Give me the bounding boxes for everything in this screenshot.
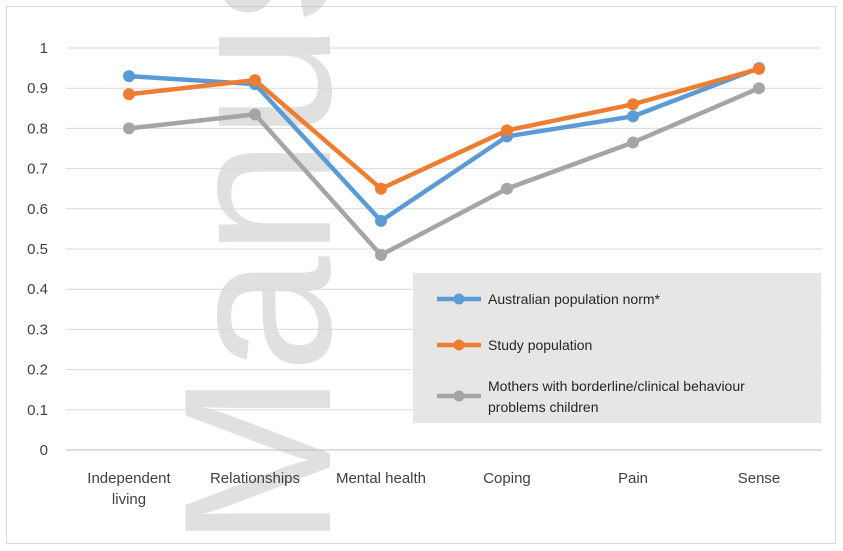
data-point (123, 70, 135, 83)
y-tick-label: 0.7 (27, 161, 48, 178)
x-tick-label: Coping (483, 470, 531, 487)
data-point (249, 74, 261, 87)
x-tick-label: Pain (618, 470, 648, 487)
data-point (753, 82, 765, 95)
y-tick-label: 1 (40, 40, 48, 57)
data-point (375, 249, 387, 262)
data-point (249, 108, 261, 121)
y-tick-label: 0.5 (27, 241, 48, 258)
series-line (126, 66, 762, 191)
y-tick-label: 0.8 (27, 120, 48, 137)
data-point (375, 214, 387, 227)
data-point (627, 98, 639, 111)
y-tick-label: 0 (40, 442, 48, 459)
y-tick-label: 0.6 (27, 201, 48, 218)
y-tick-label: 0.4 (27, 281, 48, 298)
data-point (123, 122, 135, 135)
legend-label: Study population (488, 337, 592, 353)
x-tick-label: Mental health (336, 470, 426, 487)
watermark: Manuscript (140, 0, 375, 548)
x-tick-label: Sense (738, 470, 781, 487)
data-point (627, 110, 639, 123)
y-tick-label: 0.9 (27, 80, 48, 97)
y-axis: 0 0.1 0.2 0.3 0.4 0.5 0.6 0.7 0.8 0.9 1 (27, 40, 48, 459)
legend-label: Mothers with borderline/clinical behavio… (488, 378, 745, 415)
data-point (753, 62, 765, 75)
data-point (501, 124, 513, 137)
x-tick-label: Relationships (210, 470, 300, 487)
y-tick-label: 0.2 (27, 362, 48, 379)
y-tick-label: 0.3 (27, 321, 48, 338)
series-line (126, 85, 762, 258)
legend-swatch-marker (453, 390, 465, 402)
legend: Australian population norm* Study populat… (413, 273, 821, 423)
x-tick-label: Independent living (87, 470, 171, 508)
legend-swatch-marker (453, 339, 465, 351)
y-tick-label: 0.1 (27, 402, 48, 419)
legend-swatch-marker (453, 293, 465, 305)
series-group (123, 62, 765, 262)
legend-label: Australian population norm* (488, 291, 661, 307)
data-point (501, 182, 513, 195)
data-point (123, 88, 135, 101)
data-point (627, 136, 639, 149)
data-point (375, 182, 387, 195)
x-axis: Independent living Relationships Mental hea… (66, 449, 822, 508)
